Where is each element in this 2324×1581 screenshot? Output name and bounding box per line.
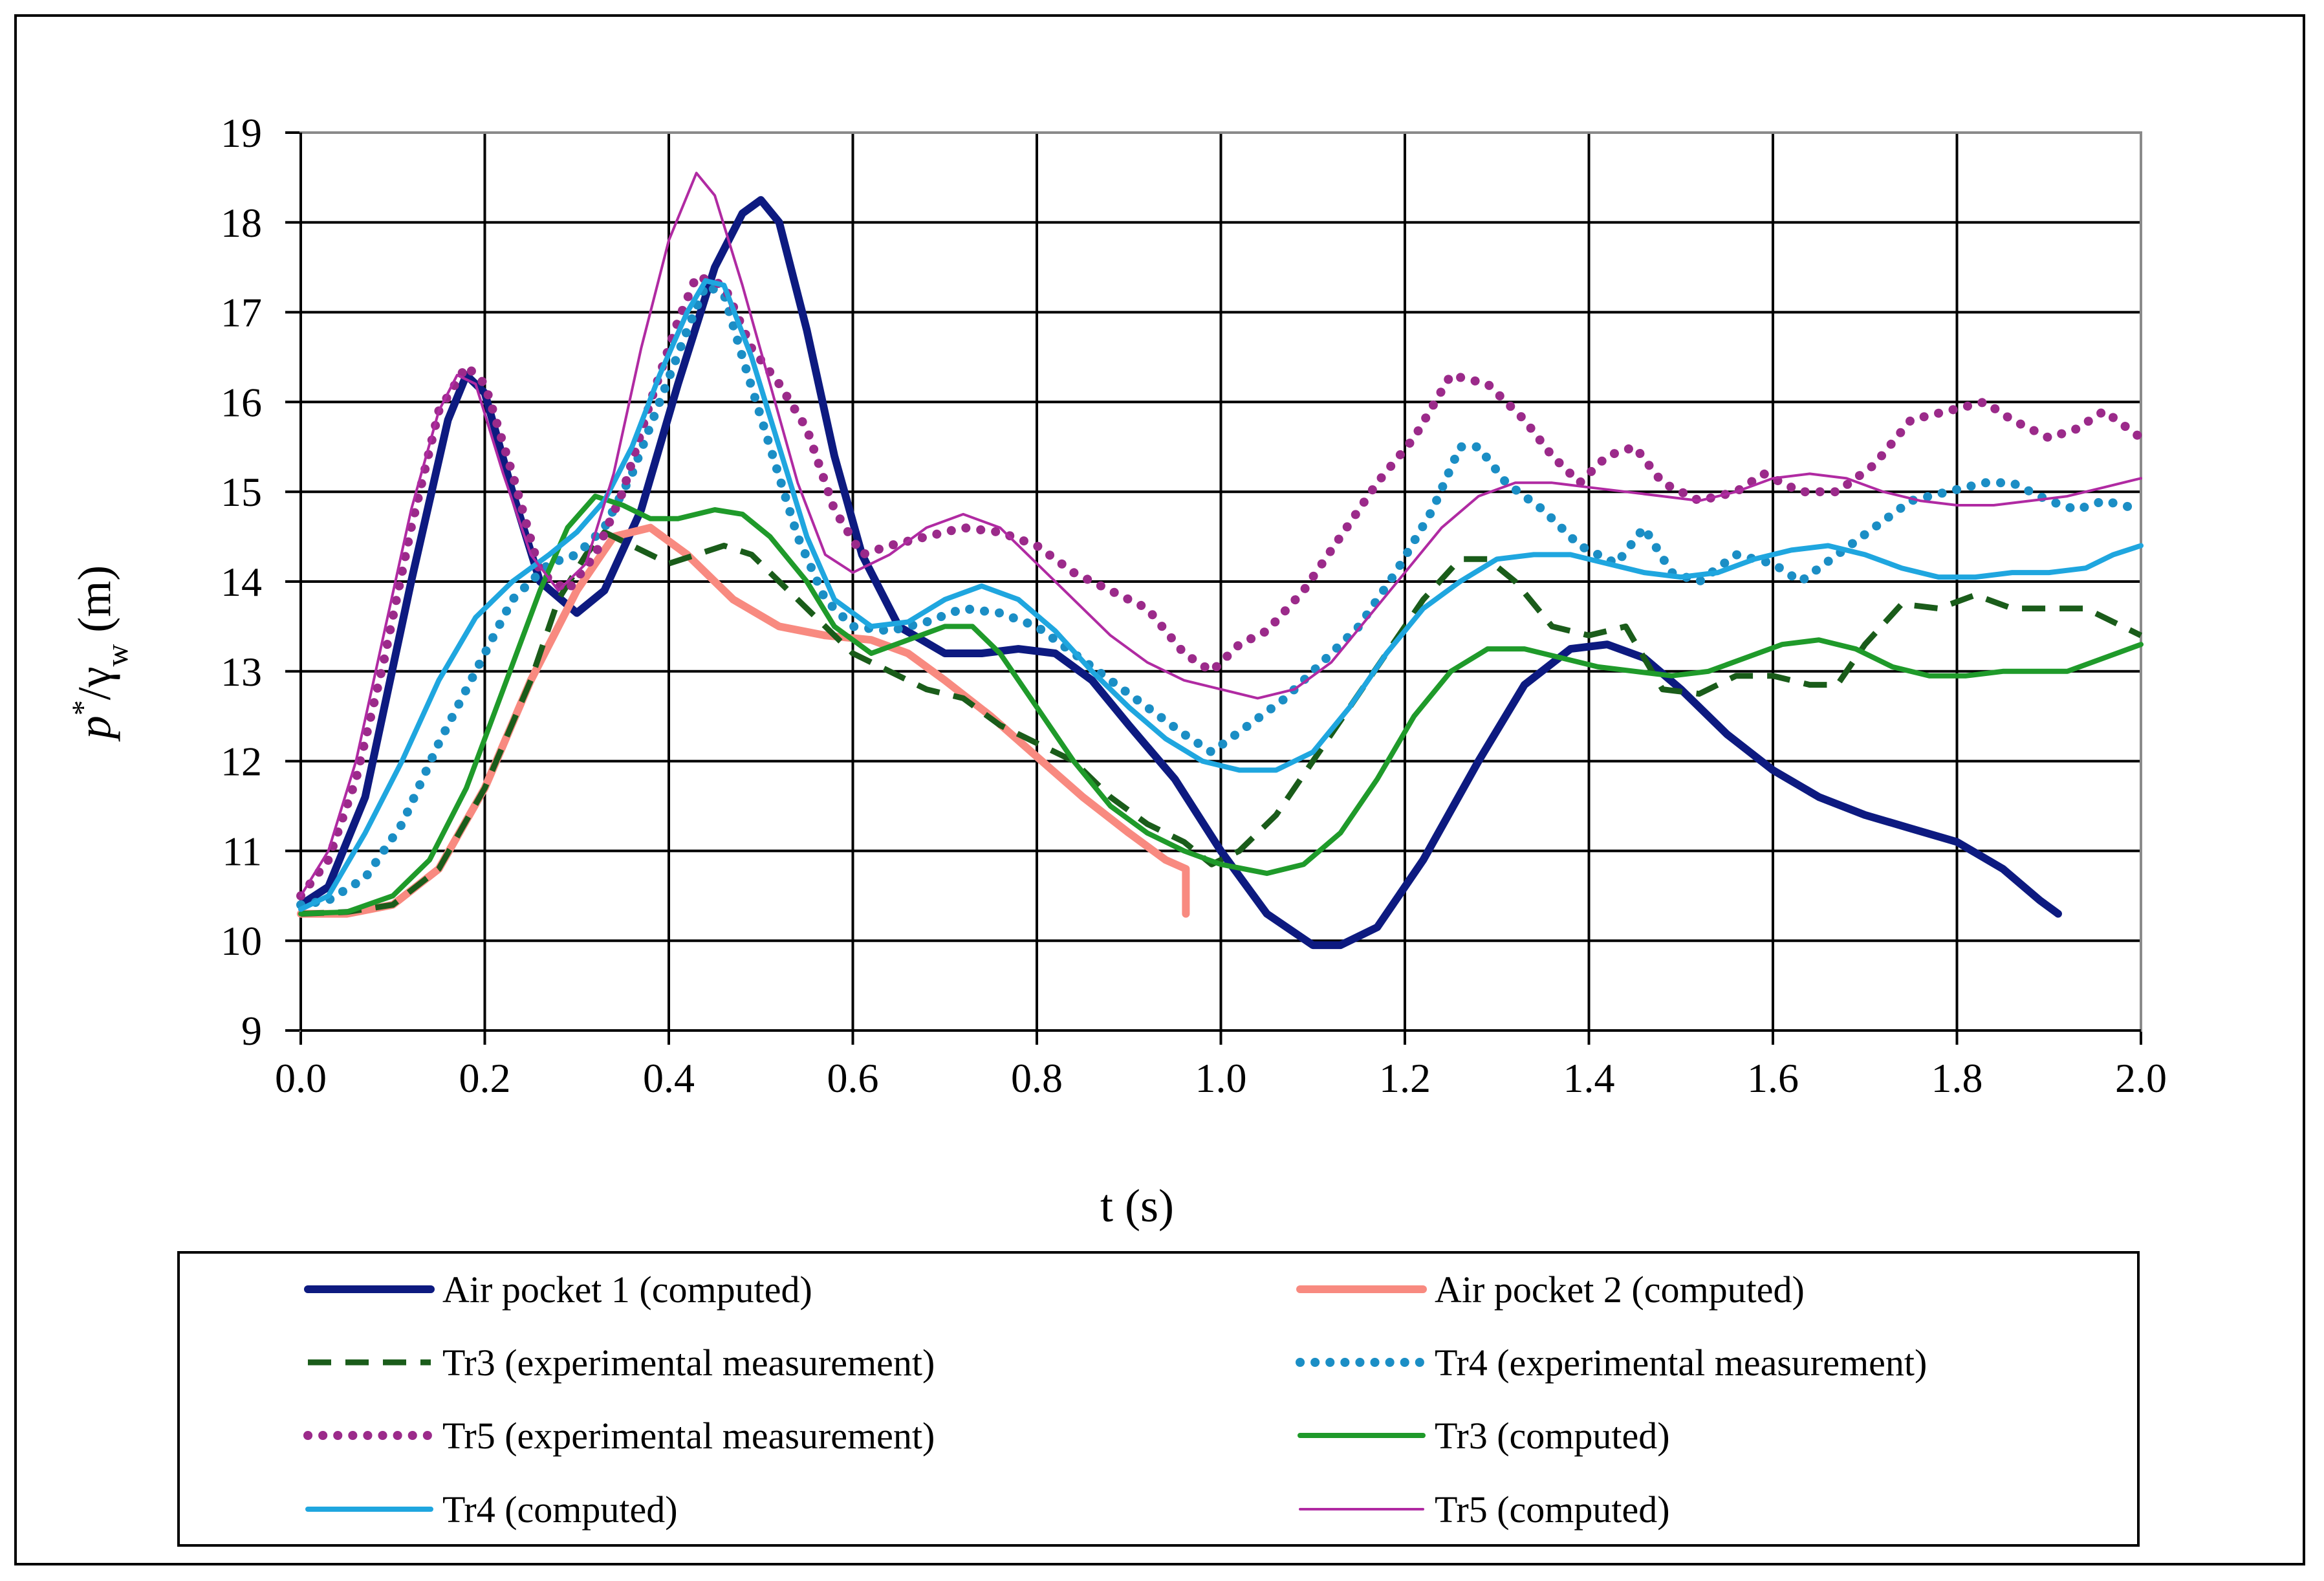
legend-label-air-pocket-1-computed: Air pocket 1 (computed)	[442, 1269, 812, 1311]
series-line-tr3-computed	[298, 494, 2144, 917]
y-tick-label: 13	[221, 649, 262, 695]
x-tick-label: 1.8	[1931, 1055, 1983, 1101]
y-axis-title-sup: *	[66, 700, 100, 715]
legend-label-air-pocket-2-computed: Air pocket 2 (computed)	[1435, 1269, 1805, 1311]
x-tick-label: 1.4	[1563, 1055, 1615, 1101]
y-axis-title-unit: (m)	[69, 565, 120, 644]
x-tick-label: 0.2	[459, 1055, 511, 1101]
x-tick-label: 1.0	[1195, 1055, 1247, 1101]
y-axis-title-mid: /γ	[69, 666, 120, 700]
series-line-tr4-experimental-measurement	[296, 281, 2145, 910]
legend-label-tr5-computed: Tr5 (computed)	[1435, 1488, 1670, 1531]
x-tick-label: 0.4	[643, 1055, 695, 1101]
series-line-air-pocket-1-computed	[297, 196, 2062, 950]
grid-lines	[299, 131, 2142, 1032]
axes	[285, 131, 2142, 1045]
legend-label-tr5-experimental-measurement: Tr5 (experimental measurement)	[442, 1415, 935, 1457]
y-tick-label: 11	[222, 828, 262, 874]
x-tick-label: 2.0	[2115, 1055, 2167, 1101]
x-tick-label: 0.6	[827, 1055, 879, 1101]
y-axis-title-base: p	[69, 715, 120, 742]
legend-label-tr4-computed: Tr4 (computed)	[442, 1488, 678, 1531]
y-tick-label: 10	[221, 918, 262, 964]
legend-label-tr3-experimental-measurement: Tr3 (experimental measurement)	[442, 1342, 935, 1384]
y-tick-label: 18	[221, 200, 262, 246]
x-tick-label: 0.0	[275, 1055, 327, 1101]
x-axis-title: t (s)	[1100, 1180, 1174, 1232]
legend-label-tr4-experimental-measurement: Tr4 (experimental measurement)	[1435, 1342, 1927, 1384]
y-axis-title: p*/γw (m)	[66, 565, 135, 742]
series-layer	[296, 171, 2145, 950]
y-tick-label: 16	[221, 379, 262, 425]
y-tick-label: 15	[221, 469, 262, 515]
legend-box	[177, 1251, 2140, 1547]
legend-label-tr3-computed: Tr3 (computed)	[1435, 1415, 1670, 1457]
tick-labels: 9 10 11 12 13 14 15 16 17 18 19 0.0 0.2 0.4 0.6 0.8 1.0 1…	[221, 110, 2167, 1101]
series-line-tr3-experimental-measurement	[300, 529, 2142, 917]
y-tick-label: 19	[221, 110, 262, 156]
x-tick-label: 1.2	[1379, 1055, 1431, 1101]
y-tick-label: 17	[221, 290, 262, 336]
y-axis-title-sub: w	[100, 644, 135, 666]
x-tick-label: 1.6	[1747, 1055, 1799, 1101]
series-line-tr5-computed	[299, 171, 2142, 897]
y-tick-label: 14	[221, 559, 262, 605]
y-tick-label: 12	[221, 739, 262, 785]
legend: Air pocket 1 (computed) Air pocket 2 (com…	[303, 1269, 1927, 1531]
series-line-air-pocket-2-computed	[297, 523, 1190, 918]
x-tick-label: 0.8	[1011, 1055, 1063, 1101]
y-tick-label: 9	[241, 1008, 262, 1054]
